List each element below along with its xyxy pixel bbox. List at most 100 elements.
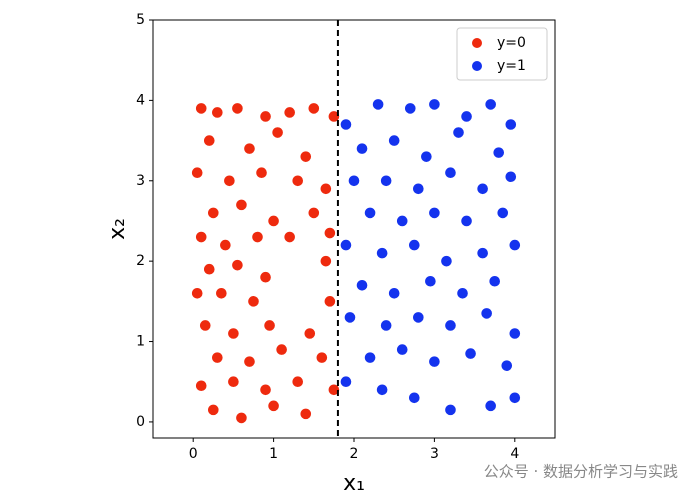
point [428,206,441,220]
point [504,170,518,184]
point [259,383,272,397]
point [307,206,321,220]
legend-marker [471,60,483,72]
point [496,206,510,220]
point [476,182,489,196]
point [327,110,341,123]
y-tick-label: 4 [136,92,145,108]
legend-label: y=1 [497,58,526,74]
point [375,383,389,397]
point [211,106,224,119]
point [504,118,518,131]
point [395,214,409,228]
y-tick-label: 0 [136,414,145,430]
plot-frame [152,19,556,439]
point [291,375,305,389]
point [339,375,353,389]
point [207,403,220,417]
point [194,230,208,244]
point [198,319,212,332]
point [339,118,353,131]
legend-marker [471,37,483,49]
point [215,287,228,300]
point [363,351,377,364]
point [194,102,208,115]
point [243,142,256,155]
point [440,254,453,268]
point [408,391,421,405]
point [319,254,333,268]
point [355,142,369,155]
point [202,134,216,147]
x-tick-label: 4 [510,446,519,462]
point [223,174,236,188]
point [259,110,272,123]
y-axis-label: x₂ [105,218,130,240]
point [227,375,240,389]
point [375,246,389,260]
point [299,150,313,163]
point [235,411,248,425]
point [299,407,313,421]
point [371,98,385,111]
point [202,262,216,276]
point [247,295,260,308]
point [307,102,321,115]
point [267,399,280,413]
point [424,274,437,288]
y-tick-label: 5 [136,12,145,28]
point [355,278,369,292]
point [347,174,361,188]
point [420,150,433,163]
point [190,166,204,180]
point [508,327,522,340]
point [452,126,465,139]
point [227,327,240,340]
point [428,98,441,111]
point [231,102,244,115]
point [235,198,248,212]
x-tick-label: 3 [430,446,439,462]
point [444,319,457,332]
point [271,126,284,139]
legend-label: y=0 [497,35,526,51]
point [291,174,305,188]
point [194,379,208,393]
point [211,351,224,364]
point [508,391,522,405]
point [460,110,473,123]
point [408,238,421,252]
point [243,355,256,368]
point [508,238,522,252]
point [255,166,268,180]
y-tick-label: 1 [136,334,145,350]
point [379,319,393,332]
x-axis-label: x₁ [343,471,365,496]
y-tick-label: 3 [136,173,145,189]
point [480,307,493,320]
point [395,343,409,356]
point [343,311,357,324]
point [231,258,244,272]
point [275,343,288,356]
x-tick-label: 2 [350,446,359,462]
point [484,98,497,111]
point [303,327,317,340]
x-tick-label: 0 [189,446,198,462]
point [207,206,220,220]
point [327,383,341,397]
point [387,134,401,147]
point [339,238,353,252]
point [251,230,264,244]
point [412,182,425,196]
point [412,311,425,324]
point [190,287,204,300]
point [460,214,473,228]
point [403,102,417,115]
point [283,106,296,119]
point [476,246,489,260]
x-tick-label: 1 [269,446,278,462]
point [464,347,477,360]
point [259,270,272,284]
point [323,226,337,240]
